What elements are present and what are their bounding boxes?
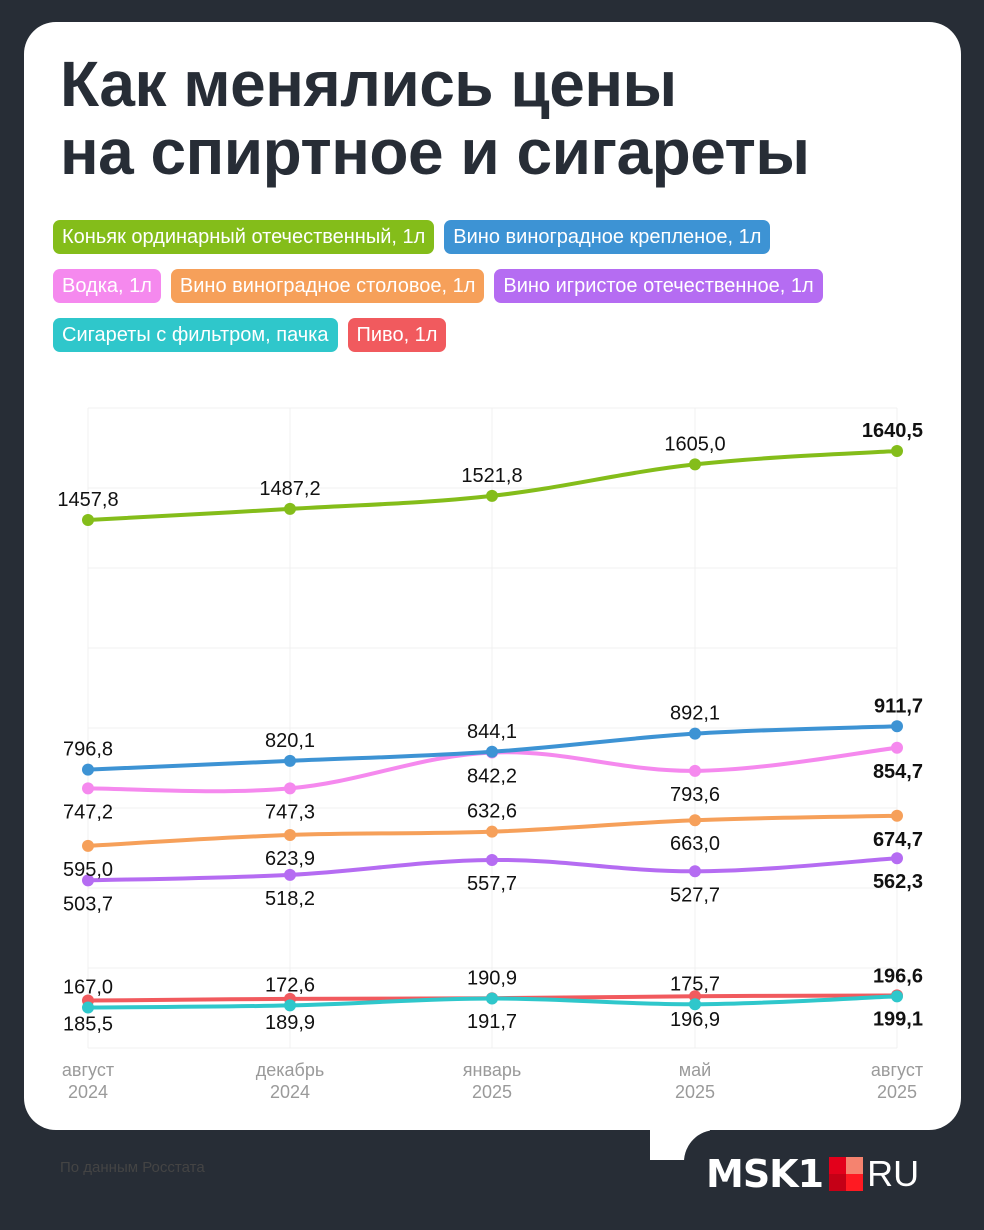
data-point: [486, 853, 498, 866]
series-line: [82, 852, 903, 887]
data-label: 196,6: [873, 965, 923, 987]
data-label: 191,7: [467, 1011, 517, 1033]
data-point: [891, 445, 903, 457]
x-tick-year: 2024: [68, 1082, 108, 1102]
series-line: [82, 990, 903, 1014]
data-point: [891, 720, 903, 733]
data-point: [689, 865, 701, 878]
data-point: [82, 514, 94, 527]
legend-row-3: Сигареты с фильтром, пачка Пиво, 1л: [53, 318, 953, 352]
data-label: 172,6: [265, 974, 315, 996]
data-label: 844,1: [467, 721, 517, 743]
data-label: 189,9: [265, 1012, 315, 1034]
legend-item-sparkling-wine: Вино игристое отечественное, 1л: [494, 269, 823, 303]
data-point: [891, 852, 903, 865]
data-label: 199,1: [873, 1008, 923, 1030]
data-point: [284, 828, 296, 841]
title-line-2: на спиртное и сигареты: [60, 116, 810, 188]
legend-item-vodka: Водка, 1л: [53, 269, 161, 303]
x-tick-label: декабрь: [256, 1060, 325, 1080]
data-label: 167,0: [63, 977, 113, 999]
data-point: [891, 741, 903, 754]
data-point: [891, 809, 903, 822]
x-tick-label: август: [871, 1060, 923, 1080]
msk1-logo: MSK1 RU: [706, 1152, 919, 1196]
logo-suffix: RU: [867, 1153, 920, 1194]
logo-squares-icon: [829, 1157, 864, 1191]
logo-text: MSK1: [706, 1152, 824, 1196]
data-point: [284, 502, 296, 515]
data-label: 892,1: [670, 703, 720, 725]
legend-item-cognac: Коньяк ординарный отечественный, 1л: [53, 220, 435, 254]
data-point: [689, 458, 701, 471]
data-label: 190,9: [467, 968, 517, 990]
data-label: 562,3: [873, 871, 923, 893]
data-label: 911,7: [874, 695, 923, 717]
series-line: [82, 445, 903, 527]
title-line-1: Как менялись цены: [60, 48, 677, 120]
data-point: [284, 782, 296, 795]
data-label: 595,0: [63, 859, 113, 881]
data-point: [82, 763, 94, 776]
data-point: [689, 998, 701, 1011]
legend-row-2: Водка, 1л Вино виноградное столовое, 1л …: [53, 269, 953, 303]
data-label: 820,1: [265, 730, 315, 752]
data-label: 1521,8: [461, 465, 522, 487]
legend-item-beer: Пиво, 1л: [347, 318, 447, 352]
data-label: 175,7: [670, 973, 720, 995]
data-label: 747,2: [63, 801, 113, 823]
legend-item-fortified-wine: Вино виноградное крепленое, 1л: [444, 220, 771, 254]
data-label: 623,9: [265, 848, 315, 870]
x-tick-label: май: [679, 1060, 711, 1080]
data-point: [689, 764, 701, 777]
data-point: [486, 745, 498, 758]
x-tick-year: 2025: [877, 1082, 917, 1102]
legend-row-1: Коньяк ординарный отечественный, 1л Вино…: [53, 220, 953, 254]
data-label: 196,9: [670, 1009, 720, 1031]
chart-title: Как менялись цены на спиртное и сигареты: [60, 50, 810, 186]
data-label: 557,7: [467, 873, 517, 895]
legend-item-table-wine: Вино виноградное столовое, 1л: [170, 269, 485, 303]
data-point: [689, 814, 701, 827]
data-label: 632,6: [467, 801, 517, 823]
data-label: 518,2: [265, 888, 315, 910]
data-label: 1605,0: [664, 433, 725, 455]
data-point: [82, 782, 94, 795]
x-tick-year: 2025: [675, 1082, 715, 1102]
x-tick-year: 2024: [270, 1082, 310, 1102]
data-point: [486, 992, 498, 1005]
data-label: 842,2: [467, 766, 517, 788]
data-label: 1640,5: [862, 420, 923, 442]
legend: Коньяк ординарный отечественный, 1л Вино…: [53, 220, 953, 367]
x-tick-label: январь: [463, 1060, 521, 1080]
data-label: 796,8: [63, 739, 113, 761]
data-point: [486, 825, 498, 838]
source-note: По данным Росстата: [60, 1159, 205, 1176]
data-point: [689, 727, 701, 740]
data-label: 793,6: [670, 784, 720, 806]
legend-item-cigarettes: Сигареты с фильтром, пачка: [53, 318, 338, 352]
data-point: [284, 999, 296, 1012]
data-label: 1457,8: [57, 489, 118, 511]
data-point: [82, 1001, 94, 1014]
data-point: [891, 990, 903, 1003]
data-label: 503,7: [63, 893, 113, 915]
data-point: [284, 754, 296, 767]
data-label: 527,7: [670, 884, 720, 906]
data-label: 1487,2: [259, 478, 320, 500]
data-label: 185,5: [63, 1014, 113, 1036]
data-point: [284, 868, 296, 881]
series-line: [82, 720, 903, 776]
data-label: 663,0: [670, 833, 720, 855]
data-label: 854,7: [873, 761, 923, 783]
data-point: [486, 489, 498, 502]
data-point: [82, 839, 94, 852]
data-point: [82, 874, 94, 887]
series-line: [82, 809, 903, 852]
data-label: 747,3: [265, 801, 315, 823]
x-tick-label: август: [62, 1060, 114, 1080]
data-label: 674,7: [873, 829, 923, 851]
x-tick-year: 2025: [472, 1082, 512, 1102]
